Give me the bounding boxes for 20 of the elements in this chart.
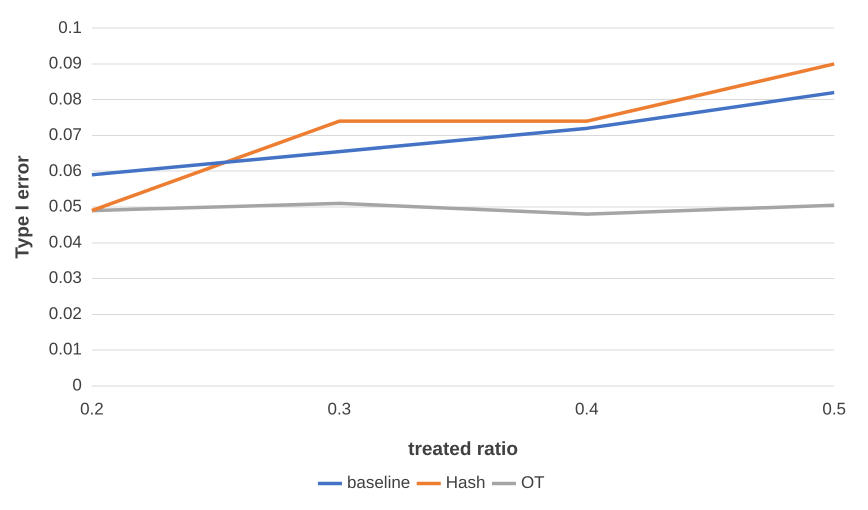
y-tick-label: 0.08 xyxy=(48,89,82,108)
y-tick-label: 0.06 xyxy=(48,160,82,180)
y-tick-label: 0.05 xyxy=(48,196,82,216)
legend-label: baseline xyxy=(346,473,410,492)
y-tick-label: 0 xyxy=(72,375,82,394)
x-tick-label: 0.4 xyxy=(574,400,599,419)
y-tick-label: 0.01 xyxy=(48,340,82,359)
x-tick-label: 0.2 xyxy=(80,400,104,419)
y-tick-label: 0.09 xyxy=(48,54,82,73)
y-tick-label: 0.03 xyxy=(48,268,82,288)
y-tick-label: 0.02 xyxy=(48,304,82,323)
x-tick-label: 0.3 xyxy=(328,400,352,419)
y-tick-label: 0.07 xyxy=(48,125,82,144)
y-axis-title: Type I error xyxy=(12,154,34,259)
y-tick-label: 0.04 xyxy=(48,232,82,252)
legend-label: Hash xyxy=(446,473,486,492)
x-axis-title: treated ratio xyxy=(408,438,518,460)
x-tick-label: 0.5 xyxy=(822,400,846,419)
legend-label: OT xyxy=(520,473,545,492)
y-tick-label: 0.1 xyxy=(58,18,82,37)
